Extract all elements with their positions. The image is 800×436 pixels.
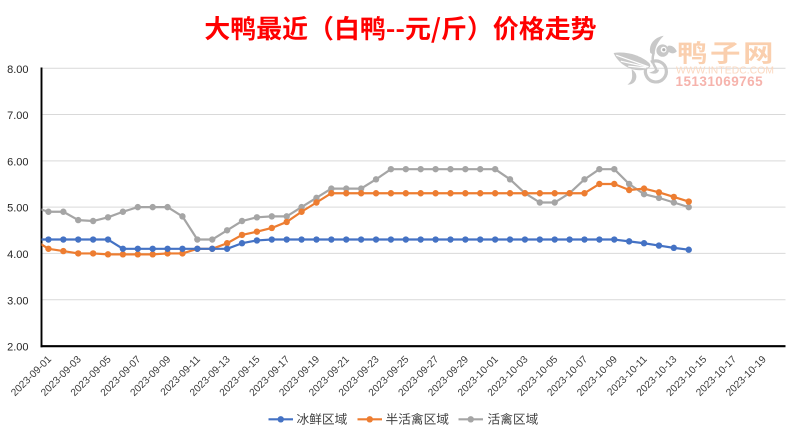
svg-text:6.00: 6.00 xyxy=(7,156,28,168)
svg-text:5.00: 5.00 xyxy=(7,203,28,215)
svg-text:8.00: 8.00 xyxy=(7,64,28,76)
svg-text:WWW.INTEDC.COM: WWW.INTEDC.COM xyxy=(676,66,774,77)
svg-text:4.00: 4.00 xyxy=(7,249,28,261)
svg-text:3.00: 3.00 xyxy=(7,295,28,307)
svg-text:7.00: 7.00 xyxy=(7,110,28,122)
svg-text:2.00: 2.00 xyxy=(7,342,28,354)
svg-text:15131069765: 15131069765 xyxy=(676,74,764,89)
